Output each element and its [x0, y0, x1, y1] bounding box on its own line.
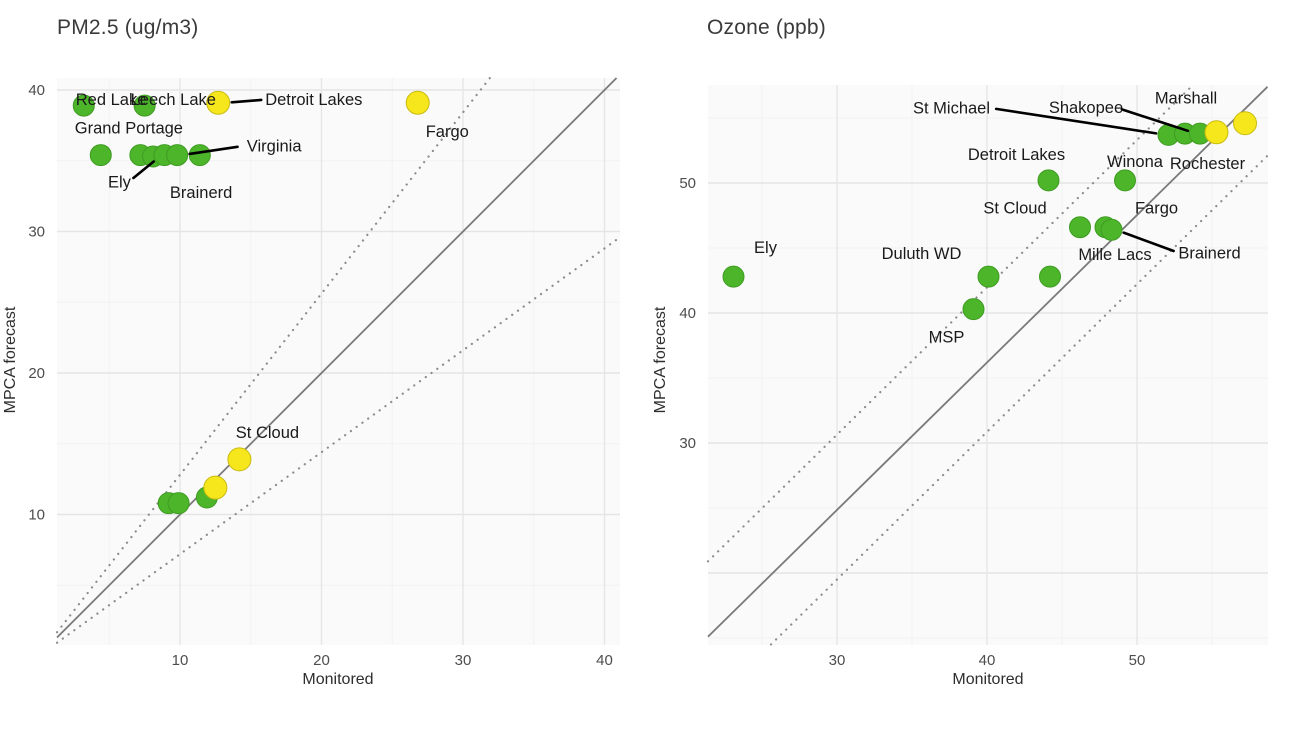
data-point-mille-lacs [1039, 265, 1061, 288]
data-point-grand-portage [89, 144, 112, 167]
pm25-plot-title: PM2.5 (ug/m3) [57, 16, 199, 39]
data-point-unlabeled [167, 492, 190, 515]
point-label-brainerd: Brainerd [1178, 244, 1240, 262]
x-tick-label: 30 [829, 652, 846, 669]
upper-band-line [706, 84, 1194, 563]
data-point-red-lake [72, 94, 95, 117]
point-label-mille-lacs: Mille Lacs [1078, 246, 1151, 264]
label-leader-line [230, 98, 263, 104]
x-tick-label: 40 [979, 652, 996, 669]
label-leader-line [1122, 231, 1175, 253]
y-tick-label: 50 [679, 175, 696, 192]
point-label-ely: Ely [754, 239, 778, 257]
y-tick-label: 20 [28, 365, 45, 382]
point-label-st-michael: St Michael [913, 99, 990, 117]
point-label-detroit-lakes: Detroit Lakes [265, 91, 362, 109]
point-label-fargo: Fargo [426, 123, 469, 141]
data-point-detroit-lakes [1037, 169, 1060, 192]
data-point-ely [722, 265, 745, 288]
point-label-rochester: Rochester [1170, 155, 1246, 173]
panel-background [57, 78, 620, 645]
label-leader-line [1120, 108, 1190, 133]
data-point-st-cloud [227, 447, 252, 472]
lower-band-line [769, 154, 1269, 646]
data-point-duluth-wd [977, 265, 1000, 288]
point-label-detroit-lakes: Detroit Lakes [968, 146, 1065, 164]
point-label-msp: MSP [929, 329, 965, 347]
x-tick-label: 10 [172, 652, 189, 669]
data-point-rochester [1204, 120, 1229, 145]
pm25-x-axis-title: Monitored [302, 671, 374, 688]
y-tick-label: 30 [679, 435, 696, 452]
ozone-y-axis-title: MPCA forecast [652, 306, 669, 414]
data-point-st-cloud [1069, 216, 1091, 239]
x-tick-label: 40 [596, 652, 613, 669]
data-point-detroit-lakes [206, 90, 231, 115]
y-tick-label: 40 [28, 82, 45, 99]
point-label-leech-lake: Leech Lake [131, 91, 216, 109]
one-to-one-line [56, 77, 618, 639]
x-tick-label: 20 [313, 652, 330, 669]
data-point-fargo [405, 90, 430, 115]
point-label-marshall: Marshall [1155, 90, 1217, 108]
data-point-leech-lake [133, 94, 156, 117]
point-label-virginia: Virginia [247, 138, 303, 156]
point-label-fargo: Fargo [1135, 200, 1178, 218]
label-leader-line [994, 107, 1158, 135]
lower-band-line [55, 236, 622, 644]
data-point-winona [1114, 169, 1136, 192]
point-label-brainerd: Brainerd [170, 184, 232, 202]
data-point-virginia [166, 144, 189, 167]
label-leader-line [188, 145, 239, 156]
point-label-st-cloud: St Cloud [236, 424, 299, 442]
point-label-shakopee: Shakopee [1049, 99, 1123, 117]
point-label-duluth-wd: Duluth WD [882, 245, 962, 263]
ozone-x-axis-title: Monitored [952, 671, 1024, 688]
x-tick-label: 50 [1129, 652, 1146, 669]
data-point-brainerd [1100, 218, 1123, 241]
point-label-st-cloud: St Cloud [983, 200, 1046, 218]
label-leader-line [132, 160, 156, 180]
data-point-unlabeled [203, 475, 228, 500]
one-to-one-line [707, 86, 1269, 638]
point-label-winona: Winona [1107, 153, 1164, 171]
y-tick-label: 10 [28, 507, 45, 524]
y-tick-label: 30 [28, 224, 45, 241]
x-tick-label: 30 [455, 652, 472, 669]
y-tick-label: 40 [679, 305, 696, 322]
ozone-plot-title: Ozone (ppb) [707, 16, 826, 39]
point-label-ely: Ely [108, 174, 132, 192]
data-point-unlabeled [188, 144, 211, 167]
point-label-red-lake: Red Lake [76, 91, 147, 109]
data-point-msp [962, 298, 985, 321]
data-point-marshall [1233, 111, 1257, 136]
pm25-y-axis-title: MPCA forecast [2, 306, 19, 414]
point-label-grand-portage: Grand Portage [75, 120, 183, 138]
